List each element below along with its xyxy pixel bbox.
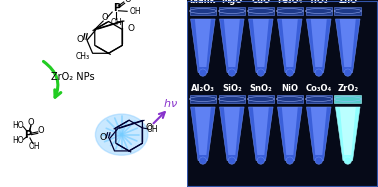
Text: HO: HO	[12, 121, 23, 130]
Text: HO: HO	[12, 136, 23, 145]
Polygon shape	[307, 19, 331, 73]
Polygon shape	[218, 7, 245, 15]
Polygon shape	[248, 19, 273, 73]
Ellipse shape	[257, 69, 265, 76]
Ellipse shape	[344, 69, 352, 76]
Polygon shape	[282, 107, 298, 155]
Polygon shape	[253, 19, 269, 67]
Polygon shape	[277, 107, 302, 161]
Polygon shape	[248, 107, 273, 161]
Text: O: O	[38, 126, 45, 135]
Text: blank: blank	[190, 0, 216, 5]
Polygon shape	[305, 7, 332, 15]
Text: SiO₂: SiO₂	[222, 84, 242, 93]
Polygon shape	[248, 95, 274, 103]
Text: Fe₃O₄: Fe₃O₄	[277, 0, 302, 5]
Text: O: O	[127, 24, 134, 33]
Text: CH₃: CH₃	[75, 52, 89, 61]
Polygon shape	[190, 7, 216, 15]
Polygon shape	[335, 95, 361, 103]
Polygon shape	[195, 107, 211, 155]
Text: NiO: NiO	[281, 84, 298, 93]
Text: ZrO₂ NPs: ZrO₂ NPs	[51, 72, 95, 82]
Polygon shape	[307, 107, 331, 161]
Polygon shape	[335, 7, 361, 15]
Text: O: O	[146, 123, 152, 132]
Polygon shape	[277, 7, 303, 15]
Text: CuO: CuO	[251, 0, 270, 5]
Polygon shape	[336, 107, 360, 161]
Text: O: O	[28, 118, 34, 127]
Text: O: O	[124, 0, 131, 4]
Polygon shape	[305, 95, 332, 103]
Polygon shape	[311, 19, 327, 67]
Polygon shape	[277, 95, 303, 103]
Text: Al₂O₃: Al₂O₃	[191, 84, 215, 93]
Polygon shape	[336, 19, 360, 73]
Text: O: O	[76, 35, 84, 44]
Polygon shape	[224, 19, 240, 67]
Ellipse shape	[95, 114, 148, 155]
Text: ZnO: ZnO	[338, 0, 357, 5]
Text: OH: OH	[147, 125, 158, 134]
Polygon shape	[224, 107, 240, 155]
Text: MgO: MgO	[221, 0, 242, 5]
Ellipse shape	[286, 157, 293, 164]
Ellipse shape	[228, 69, 235, 76]
Polygon shape	[253, 107, 269, 155]
Text: $h\nu$: $h\nu$	[163, 97, 178, 109]
Ellipse shape	[228, 157, 235, 164]
Text: P: P	[25, 130, 32, 140]
Text: O: O	[99, 133, 107, 142]
Text: O: O	[102, 13, 108, 22]
Polygon shape	[282, 19, 298, 67]
Polygon shape	[340, 19, 356, 67]
Ellipse shape	[199, 69, 206, 76]
Text: P: P	[113, 3, 120, 13]
Text: OH: OH	[110, 18, 122, 27]
Polygon shape	[311, 107, 327, 155]
Polygon shape	[191, 107, 215, 161]
Polygon shape	[218, 95, 245, 103]
Text: ZrO₂: ZrO₂	[337, 84, 358, 93]
Text: OH: OH	[29, 142, 40, 151]
Polygon shape	[340, 107, 356, 155]
Ellipse shape	[315, 69, 322, 76]
Polygon shape	[248, 7, 274, 15]
Polygon shape	[220, 107, 244, 161]
Text: SnO₂: SnO₂	[249, 84, 272, 93]
Text: Co₃O₄: Co₃O₄	[306, 84, 332, 93]
Polygon shape	[220, 19, 244, 73]
Ellipse shape	[344, 157, 352, 164]
Ellipse shape	[286, 69, 293, 76]
FancyBboxPatch shape	[187, 0, 378, 187]
Polygon shape	[190, 95, 216, 103]
Ellipse shape	[315, 157, 322, 164]
Text: OH: OH	[129, 7, 141, 16]
Ellipse shape	[199, 157, 206, 164]
Polygon shape	[195, 19, 211, 67]
Text: TiO₂: TiO₂	[309, 0, 328, 5]
Polygon shape	[191, 19, 215, 73]
Ellipse shape	[257, 157, 265, 164]
Polygon shape	[277, 19, 302, 73]
